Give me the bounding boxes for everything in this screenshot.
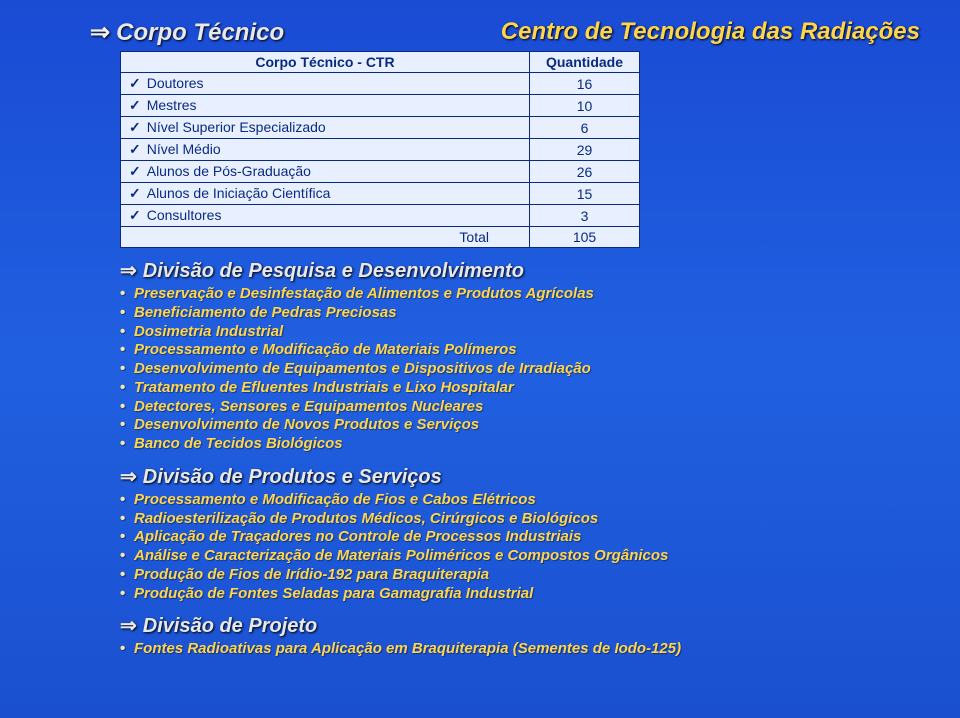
bullet-list: Fontes Radioativas para Aplicação em Bra… (120, 640, 920, 659)
section-heading-label: Corpo Técnico (116, 19, 284, 47)
list-item: Preservação e Desinfestação de Alimentos… (120, 285, 920, 304)
content-section: ⇒ Divisão de Pesquisa e Desenvolvimento Pr… (90, 258, 920, 454)
section-heading: ⇒ Divisão de Projeto (120, 613, 920, 638)
list-item: Banco de Tecidos Biológicos (120, 435, 920, 454)
table-row: Mestres10 (121, 95, 640, 117)
table-row: Alunos de Iniciação Científica15 (121, 183, 640, 205)
list-item: Produção de Fontes Seladas para Gamagraf… (120, 585, 920, 604)
list-item: Fontes Radioativas para Aplicação em Bra… (120, 640, 920, 659)
table-cell-qty: 15 (530, 183, 640, 205)
section-heading: ⇒ Divisão de Produtos e Serviços (120, 464, 920, 489)
table-cell-label: Alunos de Pós-Graduação (121, 161, 530, 183)
table-row: Doutores16 (121, 73, 640, 95)
arrow-icon: ⇒ (120, 258, 137, 283)
table-cell-qty: 6 (530, 117, 640, 139)
list-item: Processamento e Modificação de Materiais… (120, 341, 920, 360)
table-cell-label: Alunos de Iniciação Científica (121, 183, 530, 205)
table-row: Nível Superior Especializado6 (121, 117, 640, 139)
center-title: Centro de Tecnologia das Radiações (501, 18, 920, 46)
content-section: ⇒ Divisão de Projeto Fontes Radioativas pa… (90, 613, 920, 659)
section-heading-label: Divisão de Pesquisa e Desenvolvimento (143, 260, 524, 283)
table-row: Nível Médio29 (121, 139, 640, 161)
bullet-list: Preservação e Desinfestação de Alimentos… (120, 285, 920, 454)
section-heading-label: Divisão de Projeto (143, 615, 318, 638)
arrow-icon: ⇒ (120, 464, 137, 489)
table-row: Consultores3 (121, 205, 640, 227)
list-item: Aplicação de Traçadores no Controle de P… (120, 528, 920, 547)
section-heading-label: Divisão de Produtos e Serviços (143, 466, 442, 489)
table-cell-qty: 10 (530, 95, 640, 117)
list-item: Produção de Fios de Irídio-192 para Braq… (120, 566, 920, 585)
list-item: Beneficiamento de Pedras Preciosas (120, 304, 920, 323)
content-section: ⇒ Divisão de Produtos e Serviços Processam… (90, 464, 920, 604)
section-heading: ⇒ Divisão de Pesquisa e Desenvolvimento (120, 258, 920, 283)
list-item: Radioesterilização de Produtos Médicos, … (120, 510, 920, 529)
table-cell-label: Consultores (121, 205, 530, 227)
list-item: Desenvolvimento de Novos Produtos e Serv… (120, 416, 920, 435)
table-cell-label: Nível Superior Especializado (121, 117, 530, 139)
table-total-qty: 105 (530, 227, 640, 248)
list-item: Processamento e Modificação de Fios e Ca… (120, 491, 920, 510)
table-cell-qty: 3 (530, 205, 640, 227)
arrow-icon: ⇒ (90, 18, 110, 47)
table-cell-qty: 26 (530, 161, 640, 183)
table-cell-qty: 29 (530, 139, 640, 161)
staff-table: Corpo Técnico - CTR Quantidade Doutores1… (120, 51, 640, 248)
list-item: Detectores, Sensores e Equipamentos Nucl… (120, 398, 920, 417)
arrow-icon: ⇒ (120, 613, 137, 638)
table-col1: Corpo Técnico - CTR (121, 52, 530, 73)
table-total-label: Total (121, 227, 530, 248)
table-cell-label: Doutores (121, 73, 530, 95)
table-row: Alunos de Pós-Graduação26 (121, 161, 640, 183)
list-item: Análise e Caracterização de Materiais Po… (120, 547, 920, 566)
table-col2: Quantidade (530, 52, 640, 73)
table-cell-label: Nível Médio (121, 139, 530, 161)
bullet-list: Processamento e Modificação de Fios e Ca… (120, 491, 920, 604)
list-item: Dosimetria Industrial (120, 323, 920, 342)
list-item: Desenvolvimento de Equipamentos e Dispos… (120, 360, 920, 379)
list-item: Tratamento de Efluentes Industriais e Li… (120, 379, 920, 398)
table-cell-label: Mestres (121, 95, 530, 117)
table-total-row: Total105 (121, 227, 640, 248)
table-cell-qty: 16 (530, 73, 640, 95)
